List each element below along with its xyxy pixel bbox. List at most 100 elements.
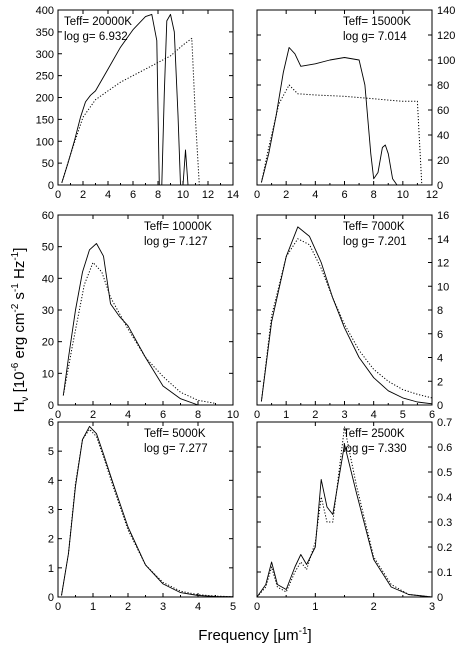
y-tick-label: 0.6 [437, 442, 452, 454]
dotted-series-line [261, 85, 421, 185]
solid-series-line [261, 227, 432, 404]
x-tick-label: 8 [195, 409, 201, 421]
x-tick-label: 2 [125, 601, 131, 613]
teff-annotation: Teff= 15000K [343, 16, 411, 28]
x-tick-label: 1 [312, 601, 318, 613]
x-tick-label: 0 [55, 601, 61, 613]
x-tick-label: 4 [125, 409, 131, 421]
x-tick-label: 4 [312, 189, 318, 201]
x-tick-label: 2 [371, 601, 377, 613]
y-tick-label: 0.2 [437, 542, 452, 554]
y-tick-label: 0 [437, 592, 443, 604]
x-tick-label: 1 [90, 601, 96, 613]
y-tick-label: 0.5 [437, 467, 452, 479]
y-tick-label: 10 [437, 281, 449, 293]
x-tick-label: 0 [254, 409, 260, 421]
dotted-series-line [261, 239, 432, 402]
teff-annotation: Teff= 20000K [64, 16, 132, 28]
x-tick-label: 14 [227, 189, 239, 201]
teff-annotation: Teff= 2500K [343, 428, 405, 440]
x-tick-label: 4 [371, 409, 377, 421]
y-tick-label: 60 [42, 210, 54, 222]
teff-annotation: Teff= 7000K [343, 221, 405, 233]
y-tick-label: 0 [437, 180, 443, 192]
y-tick-label: 140 [437, 5, 455, 17]
chart-panel-bottom-left: 0 1 2 3 4 5 0 1 2 3 4 5 6 Teff= 5000K log g= 7.277 [48, 417, 236, 613]
y-tick-label: 0.1 [437, 567, 452, 579]
logg-annotation: log g= 7.127 [144, 236, 208, 248]
y-tick-label: 250 [36, 71, 54, 83]
dotted-series-line [63, 263, 215, 404]
y-tick-label: 3 [48, 505, 54, 517]
y-tick-label: 350 [36, 27, 54, 39]
y-tick-label: 16 [437, 210, 449, 222]
y-tick-label: 400 [36, 5, 54, 17]
y-tick-label: 300 [36, 49, 54, 61]
x-tick-label: 10 [227, 409, 239, 421]
x-tick-label: 12 [202, 189, 214, 201]
x-tick-label: 10 [397, 189, 409, 201]
x-tick-label: 3 [160, 601, 166, 613]
y-tick-label: 40 [42, 273, 54, 285]
y-tick-label: 50 [42, 158, 54, 170]
x-tick-label: 1 [283, 409, 289, 421]
chart-panel-middle-left: 0 2 4 6 8 10 0 10 20 30 40 50 60 Teff= 10000K log g= 7… [42, 210, 239, 421]
x-tick-label: 2 [80, 189, 86, 201]
y-tick-label: 6 [437, 329, 443, 341]
x-tick-label: 6 [160, 409, 166, 421]
x-tick-label: 2 [90, 409, 96, 421]
y-tick-label: 10 [42, 368, 54, 380]
y-tick-label: 0 [437, 400, 443, 412]
x-tick-label: 10 [177, 189, 189, 201]
y-tick-label: 14 [437, 234, 449, 246]
y-tick-label: 0.4 [437, 492, 452, 504]
y-tick-label: 4 [48, 475, 54, 487]
x-tick-label: 8 [371, 189, 377, 201]
x-tick-label: 0 [254, 189, 260, 201]
x-tick-label: 4 [105, 189, 111, 201]
teff-annotation: Teff= 5000K [144, 428, 206, 440]
x-tick-label: 8 [155, 189, 161, 201]
y-tick-label: 8 [437, 305, 443, 317]
y-tick-label: 50 [42, 242, 54, 254]
y-tick-label: 1 [48, 563, 54, 575]
y-tick-label: 0.7 [437, 417, 452, 429]
x-tick-label: 0 [55, 409, 61, 421]
y-tick-label: 5 [48, 446, 54, 458]
x-tick-label: 4 [195, 601, 201, 613]
x-tick-label: 6 [341, 189, 347, 201]
x-tick-label: 0 [55, 189, 61, 201]
solid-series-line [257, 445, 432, 598]
x-tick-label: 3 [429, 601, 435, 613]
y-tick-label: 0 [48, 400, 54, 412]
teff-annotation: Teff= 10000K [144, 221, 212, 233]
x-tick-label: 2 [312, 409, 318, 421]
y-tick-label: 100 [437, 55, 455, 67]
x-axis-label: Frequency [μm-1​] [198, 626, 311, 644]
x-tick-label: 5 [400, 409, 406, 421]
solid-series-line [63, 244, 198, 406]
y-axis-label: Hν​ [10-6​ erg cm-2​ s-1​ Hz-1​] [10, 248, 31, 413]
y-tick-label: 0.3 [437, 517, 452, 529]
y-tick-label: 120 [437, 30, 455, 42]
y-tick-label: 12 [437, 258, 449, 270]
y-tick-label: 150 [36, 114, 54, 126]
y-tick-label: 40 [437, 130, 449, 142]
y-tick-label: 20 [42, 337, 54, 349]
x-tick-label: 3 [341, 409, 347, 421]
chart-panel-top-left: 0 2 4 6 8 10 12 14 0 50 100 150 200 250 300 350 400 Teff=… [36, 5, 239, 201]
y-tick-label: 80 [437, 80, 449, 92]
logg-annotation: log g= 7.014 [343, 31, 407, 43]
y-tick-label: 0 [48, 592, 54, 604]
logg-annotation: log g= 7.201 [343, 236, 407, 248]
y-tick-label: 60 [437, 105, 449, 117]
logg-annotation: log g= 7.277 [144, 443, 208, 455]
y-tick-label: 200 [36, 93, 54, 105]
logg-annotation: log g= 7.330 [343, 443, 407, 455]
y-tick-label: 100 [36, 136, 54, 148]
x-tick-label: 2 [283, 189, 289, 201]
